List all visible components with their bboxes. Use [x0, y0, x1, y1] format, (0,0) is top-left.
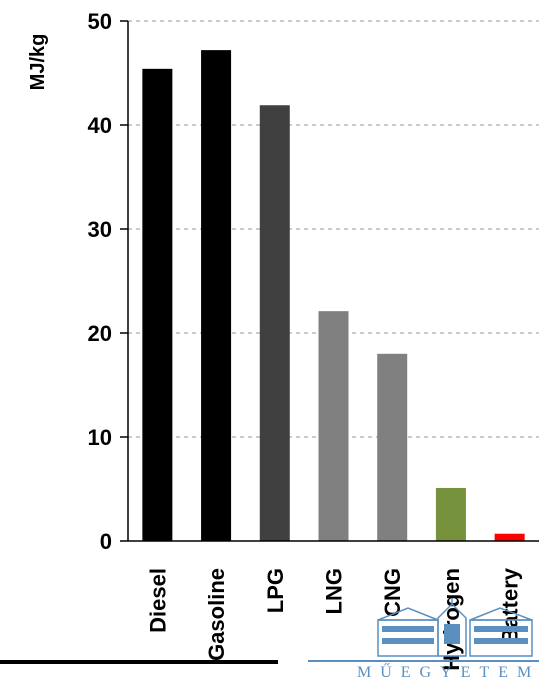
x-tick-label-diesel: Diesel	[145, 568, 170, 633]
bar-hydrogen	[435, 487, 466, 541]
university-logo-text: MŰEGYETEM	[357, 664, 539, 681]
y-tick-label: 20	[88, 321, 112, 346]
x-tick-label-gasoline: Gasoline	[204, 568, 229, 661]
y-tick-label: 0	[100, 529, 112, 554]
footer-rule-left	[0, 660, 278, 664]
y-axis-label: MJ/kg	[27, 34, 49, 91]
bar-lpg	[259, 105, 290, 542]
bar-diesel	[142, 68, 173, 541]
bar-battery	[494, 533, 525, 541]
y-tick-label: 30	[88, 217, 112, 242]
footer-rule-right	[308, 660, 539, 662]
y-tick-label: 40	[88, 113, 112, 138]
y-tick-labels: 0 10 20 30 40 50	[88, 9, 128, 554]
y-tick-label: 50	[88, 9, 112, 34]
bar-lng	[318, 311, 349, 541]
x-tick-label-hydrogen: Hydrogen	[439, 568, 464, 671]
y-tick-label: 10	[88, 425, 112, 450]
bar-gasoline	[201, 50, 232, 542]
x-tick-label-lng: LNG	[322, 568, 347, 614]
x-tick-label-cng: CNG	[380, 568, 405, 617]
bar-cng	[377, 353, 408, 541]
bars	[142, 50, 525, 542]
x-tick-label-lpg: LPG	[263, 568, 288, 613]
university-logo-building-icon	[377, 598, 533, 657]
